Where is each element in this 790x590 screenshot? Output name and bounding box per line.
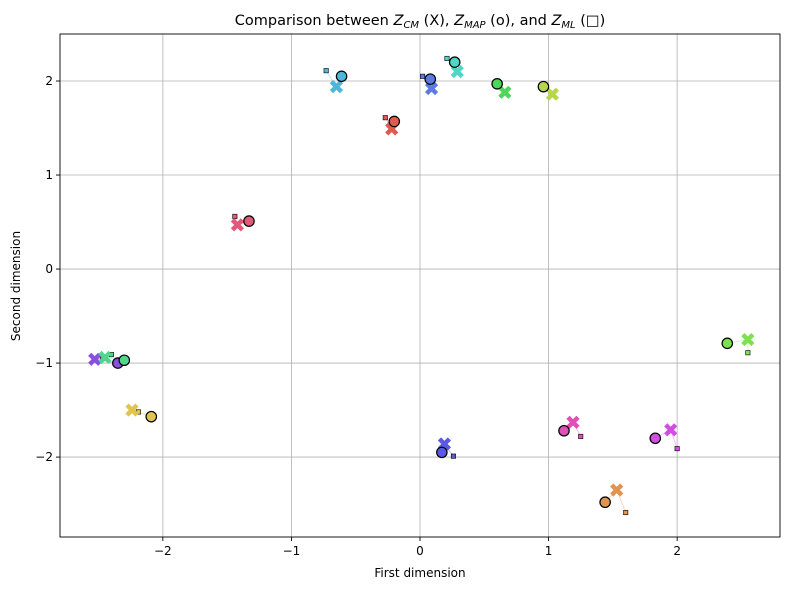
y-tick-label: −1	[35, 356, 53, 370]
map-circle-point	[537, 80, 550, 93]
cm-x-point	[545, 87, 560, 101]
map-circle-point	[558, 424, 570, 437]
x-tick-label: 1	[545, 544, 553, 558]
grid-layer	[60, 34, 780, 537]
map-circle-point	[491, 78, 503, 90]
ml-square-point	[623, 510, 629, 516]
chart-title: Comparison between ZCM (X), ZMAP (o), an…	[235, 13, 606, 31]
ml-square-point	[578, 433, 584, 439]
map-circle-point	[243, 215, 255, 227]
map-circle-point	[649, 432, 662, 445]
y-axis-label: Second dimension	[9, 231, 23, 341]
map-circle-point	[335, 70, 348, 83]
cm-marker-layer	[88, 65, 755, 497]
cm-x-point	[741, 332, 755, 347]
map-circle-point	[436, 446, 448, 459]
ml-square-point	[382, 115, 388, 121]
cm-x-point	[98, 350, 112, 365]
map-circle-point	[721, 337, 734, 350]
cm-x-point	[424, 81, 439, 96]
ml-square-point	[674, 446, 680, 452]
ml-square-point	[232, 213, 238, 219]
ml-square-point	[745, 350, 751, 356]
cm-x-point	[566, 415, 580, 429]
link-layer	[94, 58, 749, 513]
y-tick-label: 2	[45, 74, 53, 88]
x-tick-label: 2	[673, 544, 681, 558]
cm-x-point	[498, 85, 512, 99]
y-tick-label: 1	[45, 168, 53, 182]
ml-square-point	[323, 68, 329, 74]
ml-marker-layer	[99, 55, 751, 516]
map-circle-point	[118, 354, 131, 367]
x-tick-label: −1	[283, 544, 301, 558]
map-circle-point	[388, 115, 401, 128]
ml-square-point	[450, 453, 456, 459]
ml-square-point	[444, 55, 450, 61]
tick-layer: −2 −1 0 1 2 −2 −1 0 1 2	[35, 74, 681, 558]
map-marker-layer	[112, 56, 734, 509]
cm-x-point	[610, 483, 624, 497]
cm-x-point	[664, 423, 678, 437]
x-tick-label: −2	[154, 544, 172, 558]
cm-x-point	[88, 352, 102, 366]
map-circle-point	[145, 410, 158, 423]
cm-x-point	[450, 65, 464, 79]
map-circle-point	[448, 56, 461, 69]
cm-x-point	[125, 403, 139, 417]
map-circle-point	[599, 496, 611, 509]
ml-square-point	[420, 73, 426, 79]
y-tick-label: 0	[45, 262, 53, 276]
y-tick-label: −2	[35, 450, 53, 464]
map-circle-point	[424, 73, 437, 85]
x-tick-label: 0	[416, 544, 424, 558]
x-axis-label: First dimension	[374, 566, 465, 580]
cm-x-point	[329, 80, 344, 94]
cm-x-point	[230, 218, 245, 232]
